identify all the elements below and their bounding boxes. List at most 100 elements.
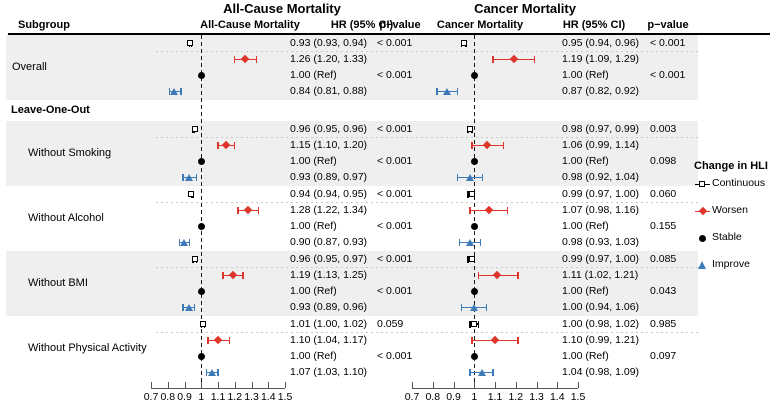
stable-circle-icon (470, 223, 478, 230)
stable-circle-icon (197, 288, 205, 295)
x-axis-line (412, 388, 578, 389)
subgroup-label: Overall (12, 61, 47, 73)
axis-tick (285, 382, 286, 388)
ci-cap-right (517, 336, 519, 344)
p-value-text: < 0.001 (377, 187, 413, 200)
axis-tick (536, 382, 538, 388)
legend-label-continuous: Continuous (712, 177, 766, 189)
ci-cap-right (492, 369, 494, 377)
ci-cap-right (217, 369, 219, 377)
legend: Change in HLI Continuous Worsen Stable I… (694, 160, 777, 270)
hr-ci-text: 0.93 (0.89, 0.96) (290, 301, 368, 314)
worsen-diamond-icon (484, 206, 494, 215)
stable-circle-icon (197, 72, 205, 79)
hr-ci-text: 0.96 (0.95, 0.96) (290, 122, 368, 135)
ci-cap-left (477, 271, 480, 279)
axis-tick (578, 382, 579, 388)
stable-circle-icon (197, 353, 205, 360)
hr-ci-text: 1.00 (0.98, 1.02) (562, 317, 640, 330)
axis-tick-label: 0.8 (425, 391, 441, 403)
ci-cap-left (492, 55, 494, 63)
hr-ci-text: 0.84 (0.81, 0.88) (290, 85, 368, 98)
ci-cap-right (242, 271, 244, 279)
p-value-text: 0.059 (377, 317, 404, 330)
ci-cap-right (234, 141, 236, 149)
hr-ci-text: 1.11 (1.02, 1.21) (562, 268, 639, 281)
axis-tick (495, 382, 496, 388)
ci-cap-right (533, 55, 536, 63)
ci-cap-right (188, 239, 191, 247)
ci-cap-left (459, 239, 461, 247)
ci-cap-right (456, 88, 459, 96)
hr-ci-text: 1.01 (1.00, 1.02) (290, 317, 368, 330)
column-header-hr-ci-right: HR (95% CI) (562, 19, 626, 31)
reference-line (201, 35, 203, 388)
improve-triangle-icon (465, 174, 474, 182)
hr-ci-text: 1.26 (1.20, 1.33) (290, 52, 368, 65)
hr-ci-text: 1.06 (0.99, 1.14) (562, 138, 640, 151)
hr-ci-text: 1.00 (Ref) (290, 155, 337, 167)
ci-cap-left (237, 206, 239, 214)
hr-ci-text: 1.00 (Ref) (562, 69, 609, 81)
improve-triangle-icon (208, 369, 217, 377)
worsen-diamond-icon (490, 336, 500, 345)
continuous-square-icon (467, 126, 474, 132)
axis-tick (151, 382, 152, 388)
continuous-square-icon (471, 321, 478, 327)
ci-cap-right (481, 174, 484, 182)
continuous-square-icon (469, 191, 476, 197)
axis-tick-label: 1.2 (508, 391, 524, 403)
hr-ci-text: 0.96 (0.95, 0.97) (290, 252, 368, 265)
axis-tick-label: 1 (471, 391, 478, 403)
hr-ci-text: 1.10 (1.04, 1.17) (290, 333, 368, 346)
ci-cap-left (471, 141, 473, 149)
ci-cap-right (486, 304, 488, 312)
legend-label-stable: Stable (712, 231, 742, 243)
p-value-text: < 0.001 (377, 285, 413, 297)
worsen-diamond-icon (243, 206, 253, 215)
improve-triangle-icon (465, 239, 474, 247)
axis-tick (474, 382, 476, 388)
axis-tick (251, 382, 253, 388)
hr-ci-text: 0.93 (0.89, 0.97) (290, 171, 368, 184)
stable-circle-icon (470, 353, 478, 360)
hr-ci-text: 1.07 (0.98, 1.16) (562, 203, 640, 216)
p-value-text: 0.155 (650, 220, 677, 232)
p-value-text: < 0.001 (650, 69, 686, 81)
header-rule (8, 33, 770, 35)
axis-tick-label: 1 (198, 391, 205, 403)
stable-circle-icon (197, 223, 205, 230)
continuous-square-icon (191, 126, 198, 132)
hr-ci-text: 1.00 (Ref) (562, 220, 609, 232)
worsen-diamond-icon (213, 336, 223, 345)
subgroup-label: Without Physical Activity (28, 342, 147, 354)
ci-cap-left (178, 239, 181, 247)
ci-cap-right (477, 320, 480, 328)
ci-cap-left (217, 141, 219, 149)
axis-tick-label: 1.1 (210, 391, 226, 403)
ci-cap-left (436, 88, 438, 96)
axis-tick-label: 1.1 (487, 391, 503, 403)
axis-tick (268, 382, 270, 388)
p-value-text: < 0.001 (377, 220, 413, 232)
row-separator (156, 137, 698, 139)
ci-cap-left (461, 304, 463, 312)
ci-cap-right (257, 206, 259, 214)
stable-circle-icon (695, 233, 713, 243)
improve-triangle-icon (469, 304, 478, 312)
reference-line (474, 35, 476, 388)
p-value-text: 0.097 (650, 350, 677, 362)
axis-tick-label: 1.5 (277, 391, 293, 403)
continuous-square-icon (199, 321, 206, 327)
ci-cap-left (467, 255, 469, 263)
ci-cap-right (229, 336, 231, 344)
stable-circle-icon (470, 72, 478, 79)
continuous-square-icon (191, 256, 198, 262)
ci-cap-left (182, 304, 184, 312)
ci-cap-right (517, 271, 519, 279)
hr-ci-text: 0.98 (0.93, 1.03) (562, 236, 640, 249)
axis-tick (453, 382, 455, 388)
row-separator (156, 332, 698, 334)
